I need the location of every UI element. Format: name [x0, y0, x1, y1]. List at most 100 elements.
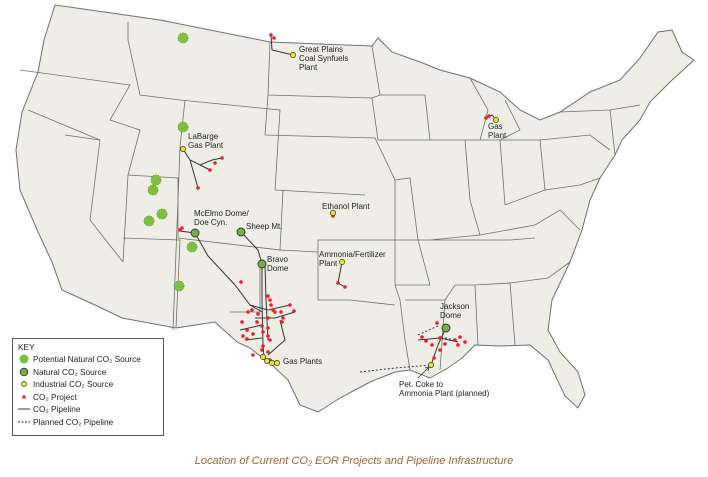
co2-project — [255, 320, 259, 324]
co2-project — [268, 298, 272, 302]
co2-project — [435, 321, 439, 325]
co2-project — [250, 308, 254, 312]
label-michigan: Plant — [488, 131, 507, 140]
co2-project — [251, 332, 255, 336]
key-label: CO₂ Pipeline — [33, 404, 81, 415]
potential-source-icon — [19, 354, 29, 364]
co2-project — [458, 335, 462, 339]
label-ammonia: Plant — [319, 259, 338, 268]
co2-project — [487, 114, 491, 118]
key-item-industrial: Industrial CO₂ Source — [18, 378, 158, 391]
co2-project — [256, 312, 260, 316]
co2-project — [336, 281, 340, 285]
co2-project — [288, 303, 292, 307]
label-labarge: Gas Plant — [188, 141, 224, 150]
label-bravo: Bravo — [267, 255, 288, 264]
potential-natural-co2-source — [173, 280, 185, 292]
label-great_plains: Coal Synfuels — [299, 54, 348, 63]
industrial-co2-source — [264, 358, 270, 364]
co2-project — [246, 310, 250, 314]
co2-project — [456, 343, 460, 347]
label-petcoke: Pet. Coke to — [399, 380, 444, 389]
key-label: Natural CO₂ Source — [33, 366, 107, 377]
industrial-co2-source — [339, 259, 345, 265]
industrial-co2-source — [180, 146, 186, 152]
arrow-icon — [417, 366, 430, 379]
co2-project — [281, 316, 285, 320]
co2-project — [343, 285, 347, 289]
key-label: Industrial CO₂ Source — [33, 379, 114, 390]
co2-project — [213, 161, 217, 165]
state-borders — [19, 22, 641, 371]
natural-co2-source — [257, 259, 267, 269]
potential-natural-co2-source — [177, 32, 189, 44]
co2-project — [272, 36, 276, 40]
potential-natural-co2-source — [147, 184, 159, 196]
key-label: Planned CO₂ Pipeline — [33, 416, 114, 427]
co2-project — [261, 344, 265, 348]
label-sheep: Sheep Mt. — [246, 222, 282, 231]
co2-pipeline — [239, 304, 296, 356]
potential-natural-co2-source — [156, 208, 168, 220]
co2-project — [266, 350, 270, 354]
label-jackson: Jackson — [440, 302, 469, 311]
us-land — [15, 4, 695, 413]
co2-project — [196, 186, 200, 190]
key-item-pipeline: CO₂ Pipeline — [18, 403, 158, 416]
industrial-source-icon — [21, 381, 27, 388]
co2-project — [241, 334, 245, 338]
co2-project — [269, 303, 273, 307]
co2-project — [251, 353, 255, 357]
country-outline — [15, 4, 695, 413]
planned-co2-pipeline — [417, 324, 441, 336]
label-gas_plants: Gas Plants — [283, 357, 322, 366]
co2-pipeline — [270, 34, 294, 56]
key-item-natural: Natural CO₂ Source — [18, 366, 158, 379]
label-great_plains: Plant — [299, 63, 318, 72]
co2-project — [208, 168, 212, 172]
co2-project — [463, 340, 467, 344]
co2-project — [260, 324, 264, 328]
label-bravo: Dome — [267, 264, 289, 273]
key-label: Potential Natural CO₂ Source — [33, 354, 141, 365]
co2-project — [292, 309, 296, 313]
label-great_plains: Great Plains — [299, 45, 343, 54]
co2-project — [245, 337, 249, 341]
label-ammonia: Ammonia/Fertilizer — [319, 250, 386, 259]
co2-project — [239, 280, 243, 284]
co2-project — [280, 320, 284, 324]
key-item-project: CO₂ Project — [18, 391, 158, 404]
co2-project — [438, 348, 442, 352]
potential-natural-co2-source — [143, 215, 155, 227]
co2-project — [438, 336, 442, 340]
key-item-potential: Potential Natural CO₂ Source — [18, 353, 158, 366]
co2-project — [432, 356, 436, 360]
pipeline-line-icon — [18, 408, 30, 410]
map-caption: Location of Current CO₂ EOR Projects and… — [194, 455, 514, 467]
co2-project — [430, 343, 434, 347]
planned-co2-pipelines — [359, 324, 456, 373]
natural-co2-source — [236, 227, 246, 237]
markers — [143, 32, 499, 379]
industrial-co2-source — [428, 362, 434, 368]
label-labarge: LaBarge — [188, 132, 219, 141]
label-jackson: Dome — [440, 311, 462, 320]
industrial-co2-source — [330, 210, 336, 216]
co2-project — [420, 335, 424, 339]
label-petcoke: Ammonia Plant (planned) — [399, 389, 490, 398]
potential-natural-co2-source — [177, 121, 189, 133]
co2-project — [266, 294, 270, 298]
potential-natural-co2-source — [186, 241, 198, 253]
natural-source-icon — [19, 367, 29, 376]
industrial-co2-source — [260, 354, 266, 360]
co2-project — [266, 326, 270, 330]
co2-project — [453, 338, 457, 342]
co2-project — [245, 328, 249, 332]
potential-natural-co2-source — [150, 174, 162, 186]
label-michigan: Gas — [488, 122, 503, 131]
industrial-co2-source — [493, 117, 499, 123]
label-ethanol: Ethanol Plant — [322, 202, 370, 211]
co2-project — [220, 156, 224, 160]
co2-project — [261, 330, 265, 334]
